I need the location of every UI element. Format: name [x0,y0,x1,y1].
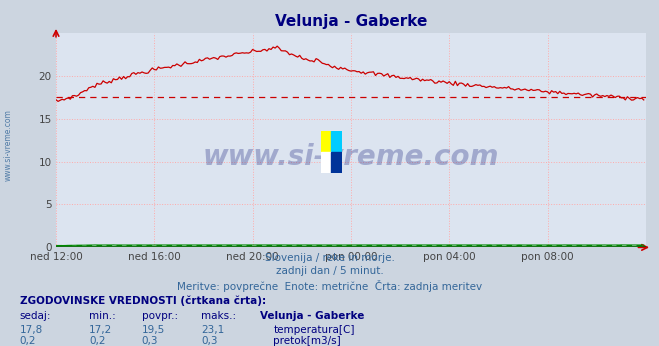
Text: ZGODOVINSKE VREDNOSTI (črtkana črta):: ZGODOVINSKE VREDNOSTI (črtkana črta): [20,296,266,306]
Bar [321,152,331,173]
Text: zadnji dan / 5 minut.: zadnji dan / 5 minut. [275,266,384,276]
Text: Slovenija / reke in morje.: Slovenija / reke in morje. [264,253,395,263]
Text: maks.:: maks.: [201,311,236,321]
Bar [331,152,342,173]
Text: 0,3: 0,3 [142,336,158,346]
Text: min.:: min.: [89,311,116,321]
Title: Velunja - Gaberke: Velunja - Gaberke [275,14,427,29]
Text: Velunja - Gaberke: Velunja - Gaberke [260,311,364,321]
Text: Meritve: povprečne  Enote: metrične  Črta: zadnja meritev: Meritve: povprečne Enote: metrične Črta:… [177,280,482,292]
Text: 17,2: 17,2 [89,325,112,335]
Text: www.si-vreme.com: www.si-vreme.com [3,109,13,181]
Text: 17,8: 17,8 [20,325,43,335]
Bar [321,131,331,152]
Text: 19,5: 19,5 [142,325,165,335]
Text: pretok[m3/s]: pretok[m3/s] [273,336,341,346]
Text: temperatura[C]: temperatura[C] [273,325,355,335]
Bar [331,131,342,152]
Text: sedaj:: sedaj: [20,311,51,321]
Text: 0,2: 0,2 [20,336,36,346]
Text: 23,1: 23,1 [201,325,224,335]
Text: www.si-vreme.com: www.si-vreme.com [203,143,499,171]
Text: 0,2: 0,2 [89,336,105,346]
Text: povpr.:: povpr.: [142,311,178,321]
Text: 0,3: 0,3 [201,336,217,346]
